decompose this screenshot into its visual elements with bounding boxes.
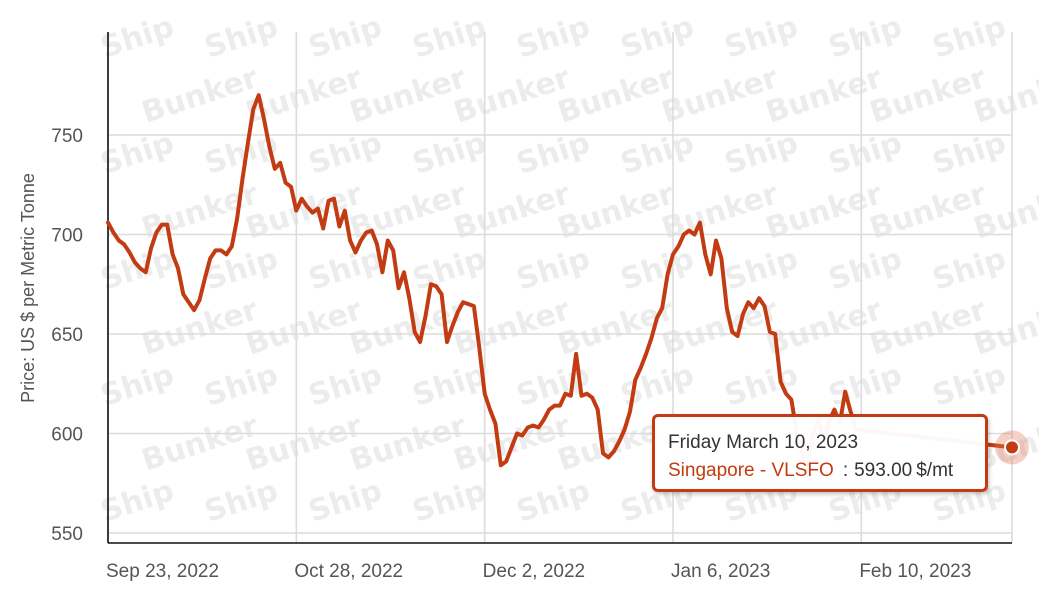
- x-tick-label: Feb 10, 2023: [859, 561, 971, 582]
- y-tick-label: 550: [51, 524, 83, 545]
- tooltip-series-row: Singapore - VLSFO:593.00 $/mt: [668, 458, 985, 484]
- x-tick-label: Jan 6, 2023: [671, 561, 770, 582]
- x-tick-label: Sep 23, 2022: [106, 561, 219, 582]
- y-axis-title: Price: US $ per Metric Tonne: [18, 173, 38, 403]
- tooltip-value: 593.00: [854, 460, 913, 481]
- x-tick-label: Oct 28, 2022: [294, 561, 403, 582]
- tooltip-series-name: Singapore - VLSFO: [668, 460, 834, 481]
- tooltip-date: Friday March 10, 2023: [668, 432, 859, 453]
- y-tick-label: 600: [51, 425, 83, 446]
- x-tick-label: Dec 2, 2022: [483, 561, 585, 582]
- chart-tooltip: Friday March 10, 2023 Singapore - VLSFO:…: [652, 414, 988, 492]
- highlight-point: [1004, 439, 1020, 456]
- y-tick-label: 700: [51, 226, 83, 247]
- tooltip-separator: :: [842, 460, 849, 481]
- series-line-singapore-vlsfo: [106, 93, 1014, 468]
- tooltip-unit: $/mt: [916, 460, 954, 481]
- y-tick-label: 650: [51, 325, 83, 346]
- y-tick-label: 750: [51, 126, 83, 147]
